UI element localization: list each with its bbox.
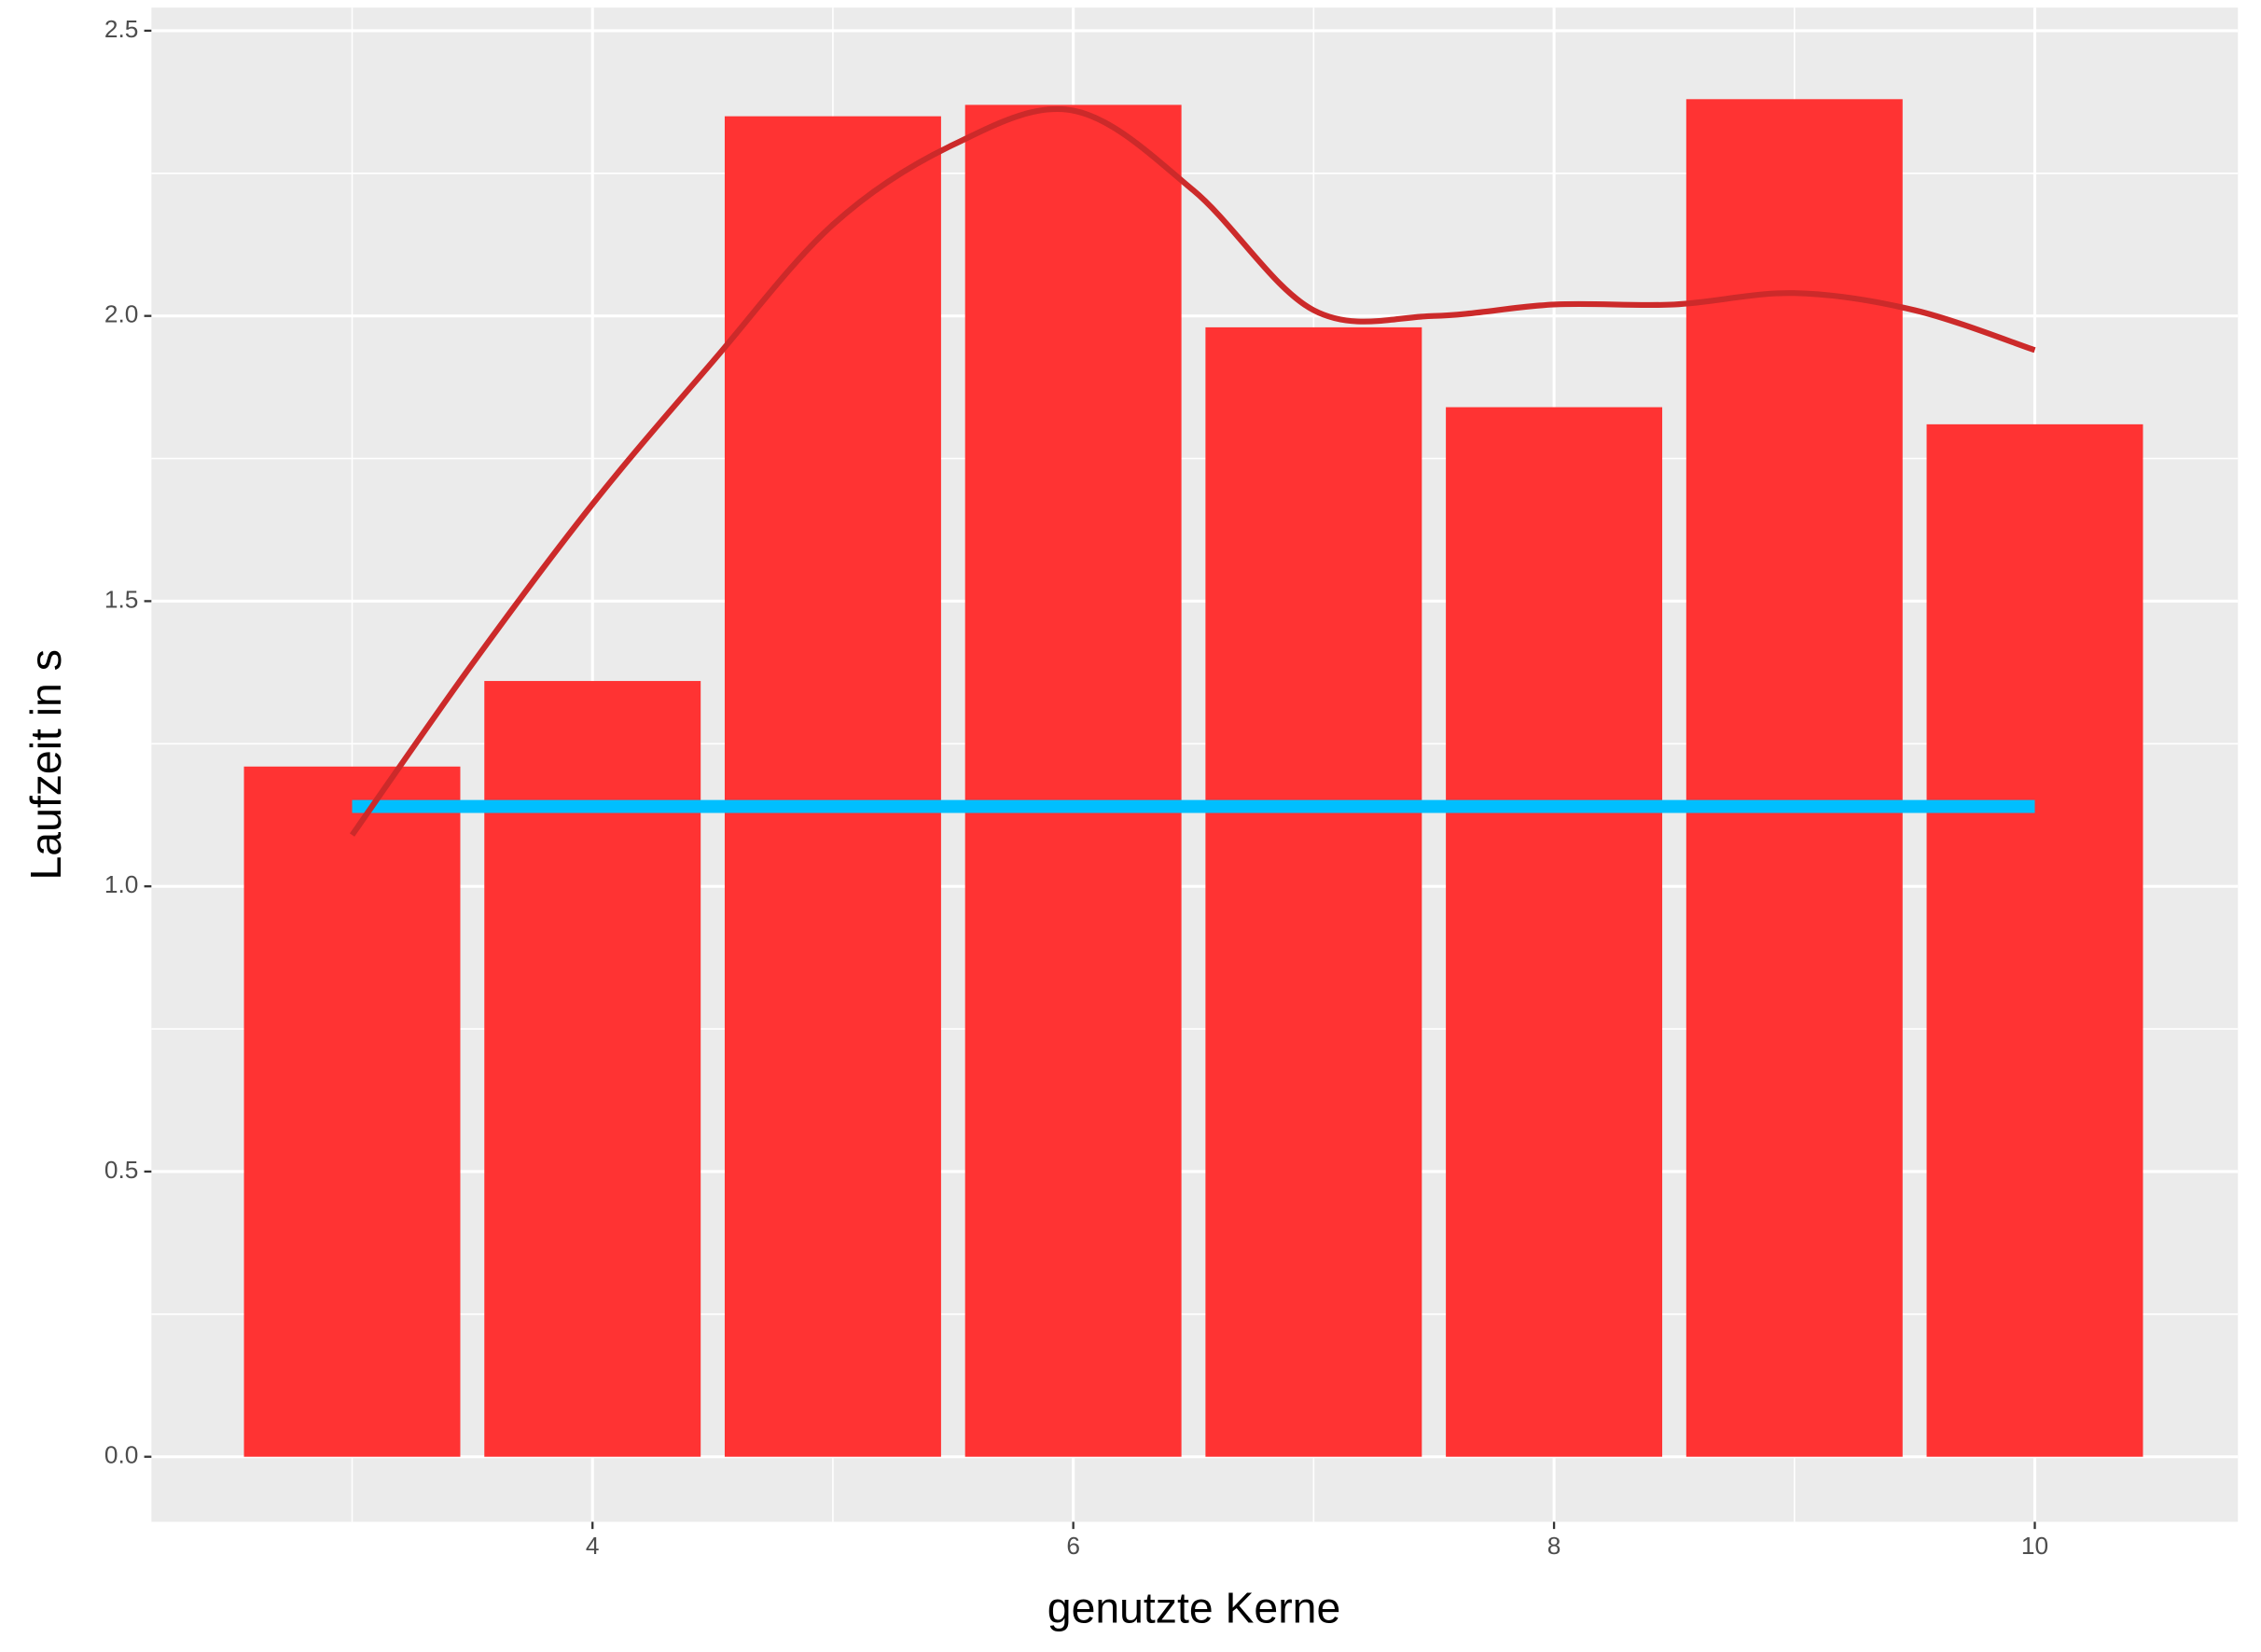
bar <box>484 681 701 1457</box>
x-axis-title: genutzte Kerne <box>1047 1584 1340 1632</box>
panel <box>151 7 2239 1522</box>
x-tick-label: 10 <box>2021 1532 2048 1560</box>
smooth-line <box>349 105 2036 837</box>
bar <box>724 116 941 1457</box>
y-tick-label: 2.5 <box>104 15 139 43</box>
x-tick-label: 4 <box>586 1532 600 1560</box>
y-tick-label: 0.5 <box>104 1156 139 1184</box>
y-tick-label: 1.5 <box>104 585 139 613</box>
x-tick-label: 8 <box>1547 1532 1561 1560</box>
y-tick-label: 1.0 <box>104 870 139 898</box>
y-axis-title: Laufzeit in s <box>21 649 70 880</box>
bar <box>1205 326 1422 1457</box>
x-tick-label: 6 <box>1066 1532 1080 1560</box>
bar <box>1685 99 1903 1457</box>
y-tick-label: 0.0 <box>104 1441 139 1469</box>
bar <box>1926 423 2143 1457</box>
bar <box>243 766 461 1457</box>
bar <box>1446 407 1663 1457</box>
bar <box>964 104 1182 1457</box>
y-tick-label: 2.0 <box>104 300 139 328</box>
